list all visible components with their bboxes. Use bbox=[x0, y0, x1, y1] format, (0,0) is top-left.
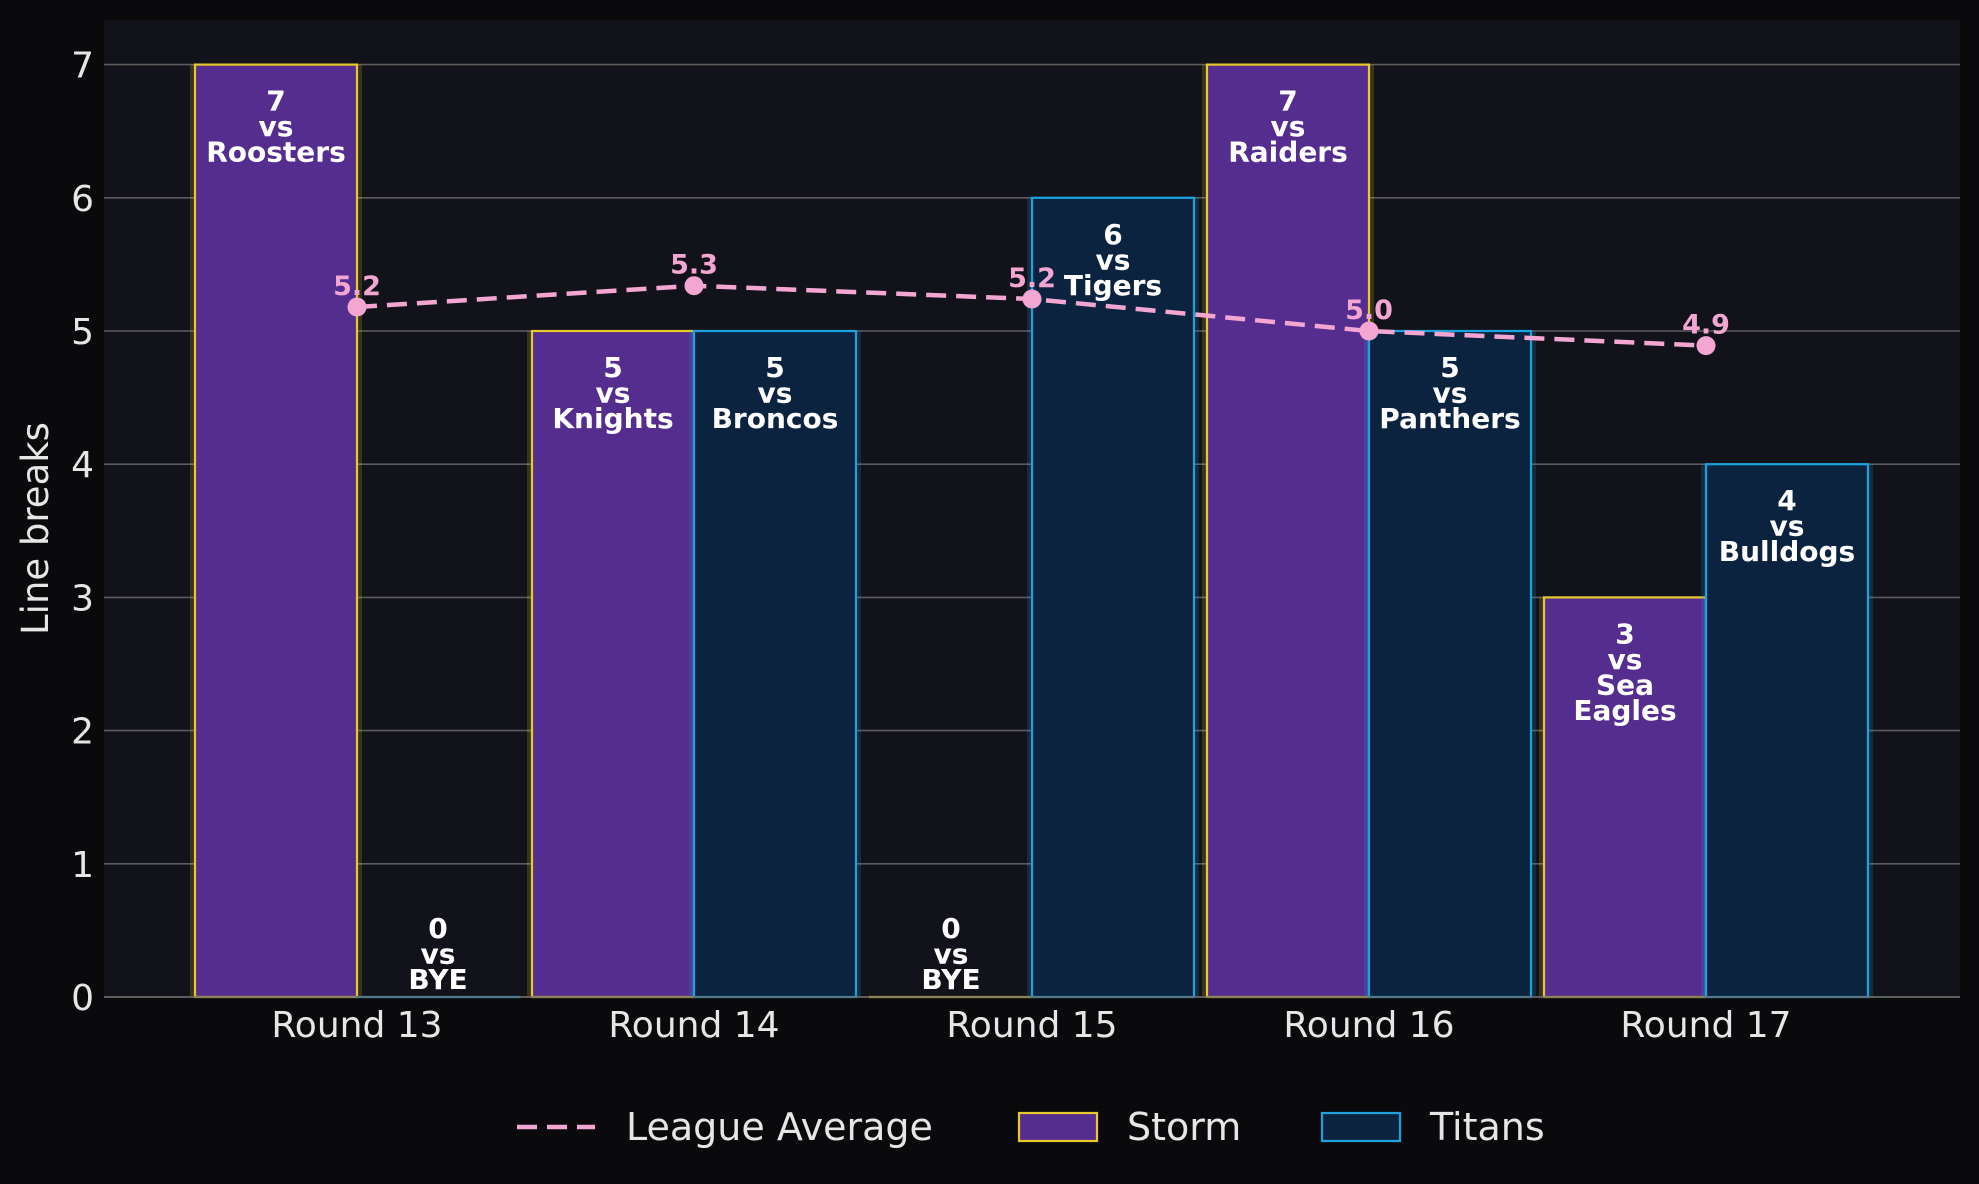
bar-storm bbox=[1542, 596, 1708, 999]
legend-swatch-titans bbox=[1320, 1111, 1402, 1143]
league-average-label: 5.2 bbox=[1008, 263, 1056, 294]
bar-label: 5 vs Knights bbox=[552, 351, 673, 435]
bar-label: 5 vs Broncos bbox=[712, 351, 839, 435]
x-tick-label: Round 16 bbox=[1283, 1005, 1454, 1046]
league-average-point bbox=[1359, 321, 1379, 341]
bars bbox=[190, 63, 1873, 999]
y-tick-label: 7 bbox=[71, 46, 94, 87]
league-average-label: 5.0 bbox=[1345, 295, 1393, 326]
bar-label: 4 vs Bulldogs bbox=[1719, 484, 1855, 568]
x-tick-label: Round 17 bbox=[1620, 1005, 1791, 1046]
bar-titans bbox=[692, 329, 858, 999]
bar-storm bbox=[1205, 63, 1371, 999]
legend-label-storm: Storm bbox=[1127, 1105, 1241, 1149]
legend: League Average Storm Titans bbox=[517, 1105, 1545, 1149]
y-axis-title: Line breaks bbox=[14, 422, 57, 635]
y-tick-label: 3 bbox=[71, 578, 94, 619]
bar-storm bbox=[530, 329, 696, 999]
bar-label: 5 vs Panthers bbox=[1379, 351, 1520, 435]
bar-titans bbox=[1030, 196, 1196, 999]
y-tick-label: 2 bbox=[71, 712, 94, 753]
bar-label: 0 vs BYE bbox=[408, 912, 467, 996]
x-tick-label: Round 14 bbox=[608, 1005, 779, 1046]
bar-labels: 7 vs Roosters 5 vs Knights 0 vs BYE 7 vs Raiders 3 vs… bbox=[206, 85, 1855, 996]
bar-label: 7 vs Raiders bbox=[1228, 85, 1348, 169]
y-tick-label: 1 bbox=[71, 845, 94, 886]
league-average-point bbox=[347, 297, 367, 317]
legend-label-league-average: League Average bbox=[626, 1105, 933, 1149]
y-tick-label: 5 bbox=[71, 312, 94, 353]
league-average-point bbox=[684, 276, 704, 296]
league-average-label: 5.3 bbox=[670, 250, 718, 281]
bar-titans bbox=[1704, 463, 1870, 999]
league-average-point bbox=[1696, 336, 1716, 356]
bar-label: 7 vs Roosters bbox=[206, 85, 346, 169]
y-tick-label: 6 bbox=[71, 179, 94, 220]
bar-storm bbox=[193, 63, 359, 999]
league-average-label: 5.2 bbox=[333, 271, 381, 302]
x-tick-label: Round 15 bbox=[946, 1005, 1117, 1046]
y-tick-label: 0 bbox=[71, 978, 94, 1019]
legend-label-titans: Titans bbox=[1429, 1105, 1545, 1149]
bar-label: 6 vs Tigers bbox=[1064, 218, 1162, 302]
x-tick-label: Round 13 bbox=[271, 1005, 442, 1046]
bar-titans bbox=[1367, 329, 1533, 999]
axes: 0 1 2 3 4 5 6 7 Round 13 Round 14 Round 15 Round 16… bbox=[71, 46, 1960, 1046]
legend-swatch-storm bbox=[1017, 1111, 1099, 1143]
y-tick-label: 4 bbox=[71, 445, 94, 486]
bar-label: 3 vs Sea Eagles bbox=[1573, 617, 1676, 727]
league-average-point bbox=[1022, 289, 1042, 309]
league-average-series: 5.2 5.3 5.2 5.0 4.9 bbox=[333, 250, 1730, 356]
league-average-label: 4.9 bbox=[1682, 310, 1730, 341]
bar-label: 0 vs BYE bbox=[921, 912, 980, 996]
